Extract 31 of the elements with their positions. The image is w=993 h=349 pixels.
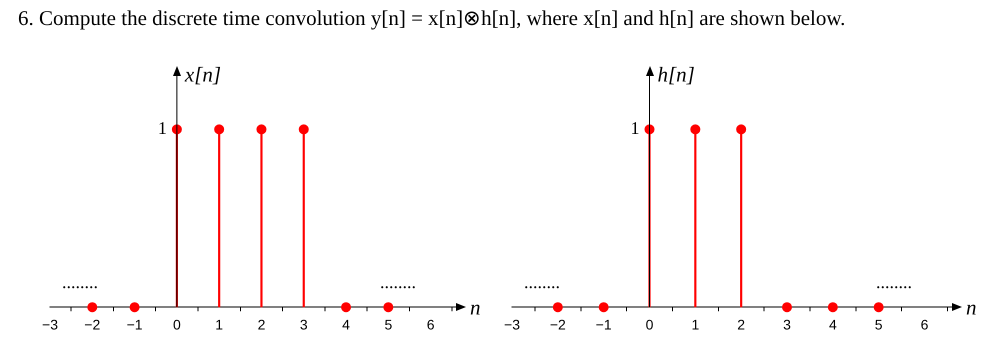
x-tick-label: 2 <box>258 316 266 332</box>
annotation: 1 <box>630 118 640 138</box>
x-axis-title: n <box>470 296 480 320</box>
x-tick-label: 5 <box>874 316 883 332</box>
x-tick-label: 2 <box>737 316 746 332</box>
x-tick-label: 1 <box>215 316 224 332</box>
annotation: 1 <box>158 118 167 138</box>
x-tick-label: 0 <box>646 316 654 332</box>
annotation: ........ <box>380 272 416 292</box>
x-axis-title: n <box>966 296 976 320</box>
x-tick-label: 1 <box>691 316 700 332</box>
x-tick-label: −1 <box>596 316 612 332</box>
x-tick-label: 0 <box>172 316 181 332</box>
x-tick-label: −2 <box>550 316 566 332</box>
x-tick-label: 5 <box>384 316 392 332</box>
x-tick-label: 3 <box>300 316 308 332</box>
x-tick-label: −1 <box>126 316 143 332</box>
annotation: ........ <box>62 272 98 292</box>
annotation: ........ <box>876 272 912 292</box>
chart-title: 6. Compute the discrete time convolution y[n] = x[n]⊗h[n], where x[n] and h[n] are shown below. <box>17 5 846 32</box>
y-axis-title: h[n] <box>658 62 695 87</box>
x-tick-label: 4 <box>828 316 837 332</box>
x-tick-label: −2 <box>84 316 100 332</box>
y-axis-title: x[n] <box>184 62 222 87</box>
x-tick-label: 3 <box>783 316 792 332</box>
annotation: ........ <box>524 272 560 292</box>
x-tick-label: 6 <box>920 316 929 332</box>
x-tick-label: −3 <box>504 316 520 332</box>
x-tick-label: 6 <box>426 316 435 332</box>
x-tick-label: 4 <box>342 316 350 332</box>
x-tick-label: −3 <box>42 316 58 332</box>
